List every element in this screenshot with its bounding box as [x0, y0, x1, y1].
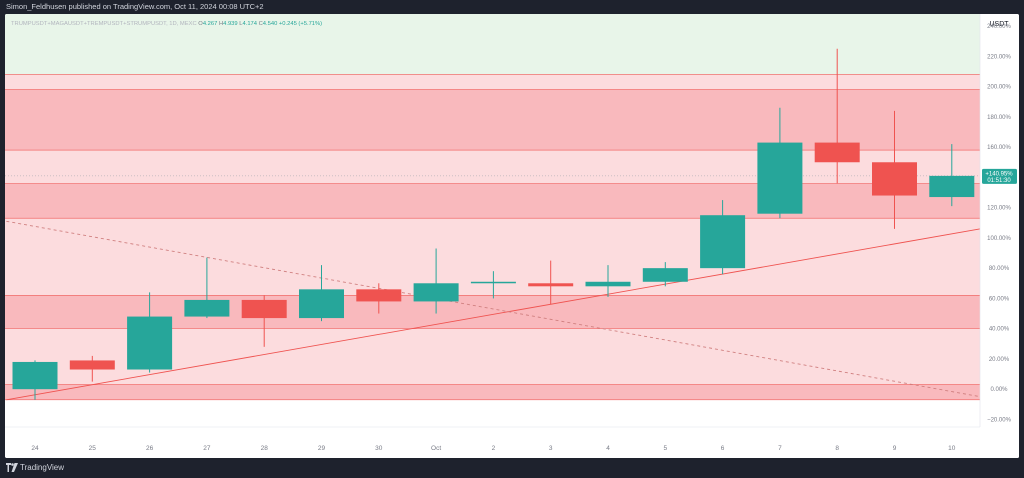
- candle-body-27[interactable]: [184, 299, 230, 317]
- y-tick-label: 100.00%: [987, 236, 1011, 242]
- trendline-solid[interactable]: [6, 228, 981, 401]
- zone-light-red-5: [5, 218, 980, 296]
- y-tick-label: 80.00%: [989, 266, 1010, 272]
- y-tick-label: 160.00%: [987, 145, 1011, 151]
- footer-bar: TradingView: [0, 458, 1024, 478]
- zone-dark-red-2: [5, 89, 980, 151]
- tradingview-brand-label[interactable]: TradingView: [20, 463, 65, 472]
- legend-h-value: 4.939: [223, 21, 239, 27]
- y-tick-label: 0.00%: [990, 387, 1008, 393]
- candle-body-29[interactable]: [299, 289, 344, 319]
- x-tick-label: 30: [375, 445, 383, 452]
- y-tick-label: 220.00%: [987, 54, 1011, 60]
- chart-canvas[interactable]: TRUMPUSDT+MAGAUSDT+TREMPUSDT+STRUMPUSDT,…: [5, 14, 1019, 458]
- y-tick-label: 200.00%: [987, 85, 1011, 91]
- candle-body-24[interactable]: [12, 361, 58, 390]
- trendline-dashed[interactable]: [6, 220, 981, 398]
- tradingview-logo-icon: [6, 463, 18, 472]
- candle-body-3[interactable]: [528, 283, 574, 287]
- x-tick-label: 8: [835, 445, 839, 452]
- candle-body-6[interactable]: [700, 215, 746, 269]
- candle-body-Oct[interactable]: [413, 283, 459, 302]
- x-tick-label: Oct: [431, 445, 441, 452]
- x-tick-label: 2: [492, 445, 496, 452]
- legend-change: +0.245 (+5.71%): [279, 21, 322, 27]
- legend-l-value: 4.174: [242, 21, 258, 27]
- zone-light-red-1: [5, 74, 980, 90]
- y-tick-label: 20.00%: [989, 357, 1010, 363]
- legend-symbol: TRUMPUSDT+MAGAUSDT+TREMPUSDT+STRUMPUSDT,…: [11, 21, 198, 27]
- candle-body-30[interactable]: [356, 289, 402, 302]
- zone-dark-red-8: [5, 384, 980, 400]
- candle-body-25[interactable]: [69, 360, 115, 370]
- candle-body-10[interactable]: [929, 175, 975, 198]
- legend-o-value: 4.267: [203, 21, 219, 27]
- zone-dark-red-4: [5, 183, 980, 219]
- candle-body-8[interactable]: [814, 142, 860, 163]
- candle-body-7[interactable]: [757, 142, 803, 214]
- x-tick-label: 4: [606, 445, 610, 452]
- x-tick-label: 24: [31, 445, 39, 452]
- x-tick-label: 25: [89, 445, 97, 452]
- legend-l-label: L: [239, 21, 243, 27]
- publisher-bar: Simon_Feldhusen published on TradingView…: [0, 0, 1024, 14]
- x-tick-label: 6: [721, 445, 725, 452]
- x-tick-label: 28: [261, 445, 269, 452]
- x-tick-label: 29: [318, 445, 326, 452]
- candle-body-26[interactable]: [127, 316, 173, 370]
- legend-h-label: H: [219, 21, 223, 27]
- currency-label[interactable]: USDT: [989, 21, 1009, 28]
- x-tick-label: 27: [203, 445, 211, 452]
- y-tick-label: 240.00%: [987, 24, 1011, 30]
- x-tick-label: 3: [549, 445, 553, 452]
- candle-body-5[interactable]: [642, 268, 688, 282]
- x-tick-label: 9: [893, 445, 897, 452]
- y-tick-label: 60.00%: [989, 296, 1010, 302]
- x-tick-label: 26: [146, 445, 154, 452]
- chart-panel[interactable]: TRUMPUSDT+MAGAUSDT+TREMPUSDT+STRUMPUSDT,…: [5, 14, 1019, 458]
- last-value-tag: [982, 168, 1017, 184]
- zone-green-0: [5, 14, 980, 75]
- legend-o-label: O: [198, 21, 203, 27]
- y-tick-label: 180.00%: [987, 115, 1011, 121]
- y-tick-label: 120.00%: [987, 206, 1011, 212]
- y-tick-label: −20.00%: [987, 417, 1012, 423]
- x-tick-label: 10: [948, 445, 956, 452]
- candle-body-2[interactable]: [470, 281, 516, 284]
- publisher-text: Simon_Feldhusen published on TradingView…: [6, 2, 264, 11]
- time-axis-background: [5, 427, 1019, 458]
- price-axis-background: [980, 14, 1019, 458]
- x-tick-label: 7: [778, 445, 782, 452]
- countdown-label: 01:51:30: [987, 178, 1011, 184]
- legend-c-label: C: [259, 21, 263, 27]
- last-value-label: +140.95%: [985, 171, 1013, 177]
- candle-body-28[interactable]: [241, 299, 287, 319]
- ohlc-legend: TRUMPUSDT+MAGAUSDT+TREMPUSDT+STRUMPUSDT,…: [11, 21, 322, 27]
- candle-body-4[interactable]: [585, 281, 631, 287]
- x-tick-label: 5: [663, 445, 667, 452]
- legend-c-value: 4.540: [263, 21, 279, 27]
- candle-body-9[interactable]: [872, 162, 917, 196]
- y-tick-label: 40.00%: [989, 327, 1010, 333]
